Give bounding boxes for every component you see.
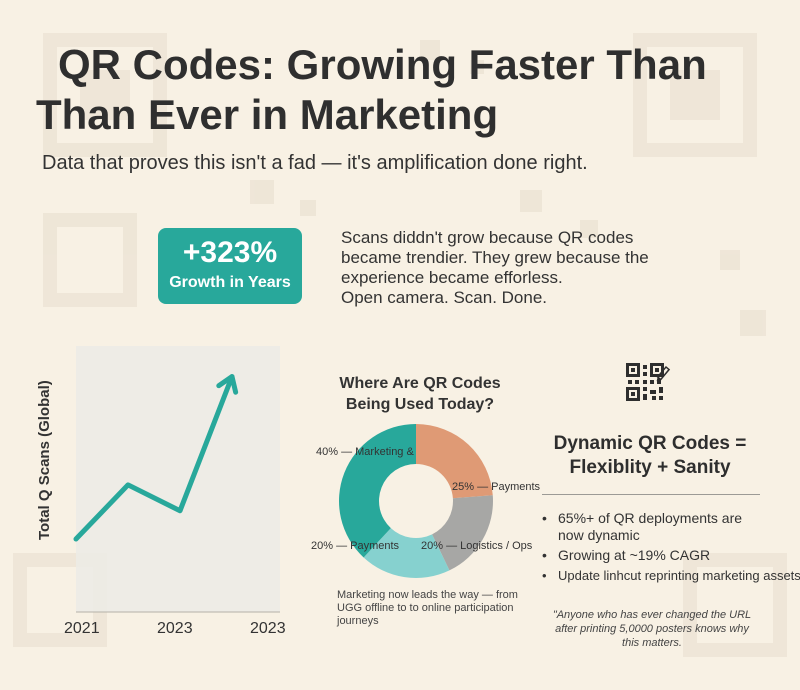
dynamic-qr-title-line: Flexiblity + Sanity [569, 457, 731, 478]
intro-quote-line: Scans diddn't grow because QR codes [341, 228, 634, 247]
intro-quote-line: became trendier. They grew because the [341, 248, 649, 267]
x-tick-label: 2023 [250, 620, 286, 637]
x-tick-label: 2023 [157, 620, 193, 637]
bullet-item: Growing at ~19% CAGR [538, 547, 800, 564]
donut-slice-3 [339, 424, 416, 558]
intro-quote: Scans diddn't grow because QR codes beca… [341, 228, 691, 308]
chart-plot-area [76, 346, 280, 612]
donut-label-payments-orange: 25% — Payments [452, 481, 541, 493]
page-title: QR Codes: Growing Faster Than Than Ever … [36, 40, 776, 140]
donut-title-line: Where Are QR Codes [339, 375, 501, 392]
bullet-item: Update linhcut reprinting marketing asse… [538, 567, 800, 584]
x-tick-label: 2021 [64, 620, 100, 637]
growth-badge: +323% Growth in Years [158, 228, 302, 304]
qr-code-icon [626, 363, 671, 401]
growth-value: +323% [182, 236, 278, 269]
dynamic-qr-bullets: 65%+ of QR deployments are now dynamic G… [538, 510, 800, 587]
dynamic-qr-title: Dynamic QR Codes = Flexiblity + Sanity [540, 432, 760, 480]
growth-label: Growth in Years [169, 274, 291, 291]
donut-slice-0 [416, 424, 493, 499]
page-subtitle: Data that proves this isn't a fad — it's… [42, 152, 588, 174]
closing-quote: "Anyone who has ever changed the URL aft… [552, 609, 752, 649]
intro-quote-line: Open camera. Scan. Done. [341, 288, 548, 307]
donut-slice-2 [363, 528, 450, 578]
scans-series-line [73, 374, 235, 542]
donut-note: Marketing now leads the way — from UGG o… [337, 589, 518, 627]
bullet-item: 65%+ of QR deployments are now dynamic [538, 510, 748, 544]
donut-label-marketing: 40% — Marketing & [316, 446, 414, 458]
divider [542, 494, 760, 495]
donut-slice-1 [432, 495, 493, 571]
intro-quote-line: experience became efforless. [341, 268, 563, 287]
donut-label-payments-teal: 20% — Payments [311, 540, 400, 552]
donut-title-line: Being Used Today? [345, 396, 495, 413]
donut-label-logistics: 20% — Logistics / Ops [421, 540, 533, 552]
page-title-line-2: Than Ever in Marketing [36, 91, 499, 138]
page-title-line-1: QR Codes: Growing Faster Than [58, 41, 707, 88]
growth-arrowhead [216, 374, 239, 395]
dynamic-qr-title-line: Dynamic QR Codes = [553, 433, 747, 454]
donut-title: Where Are QR Codes Being Used Today? [322, 373, 518, 415]
